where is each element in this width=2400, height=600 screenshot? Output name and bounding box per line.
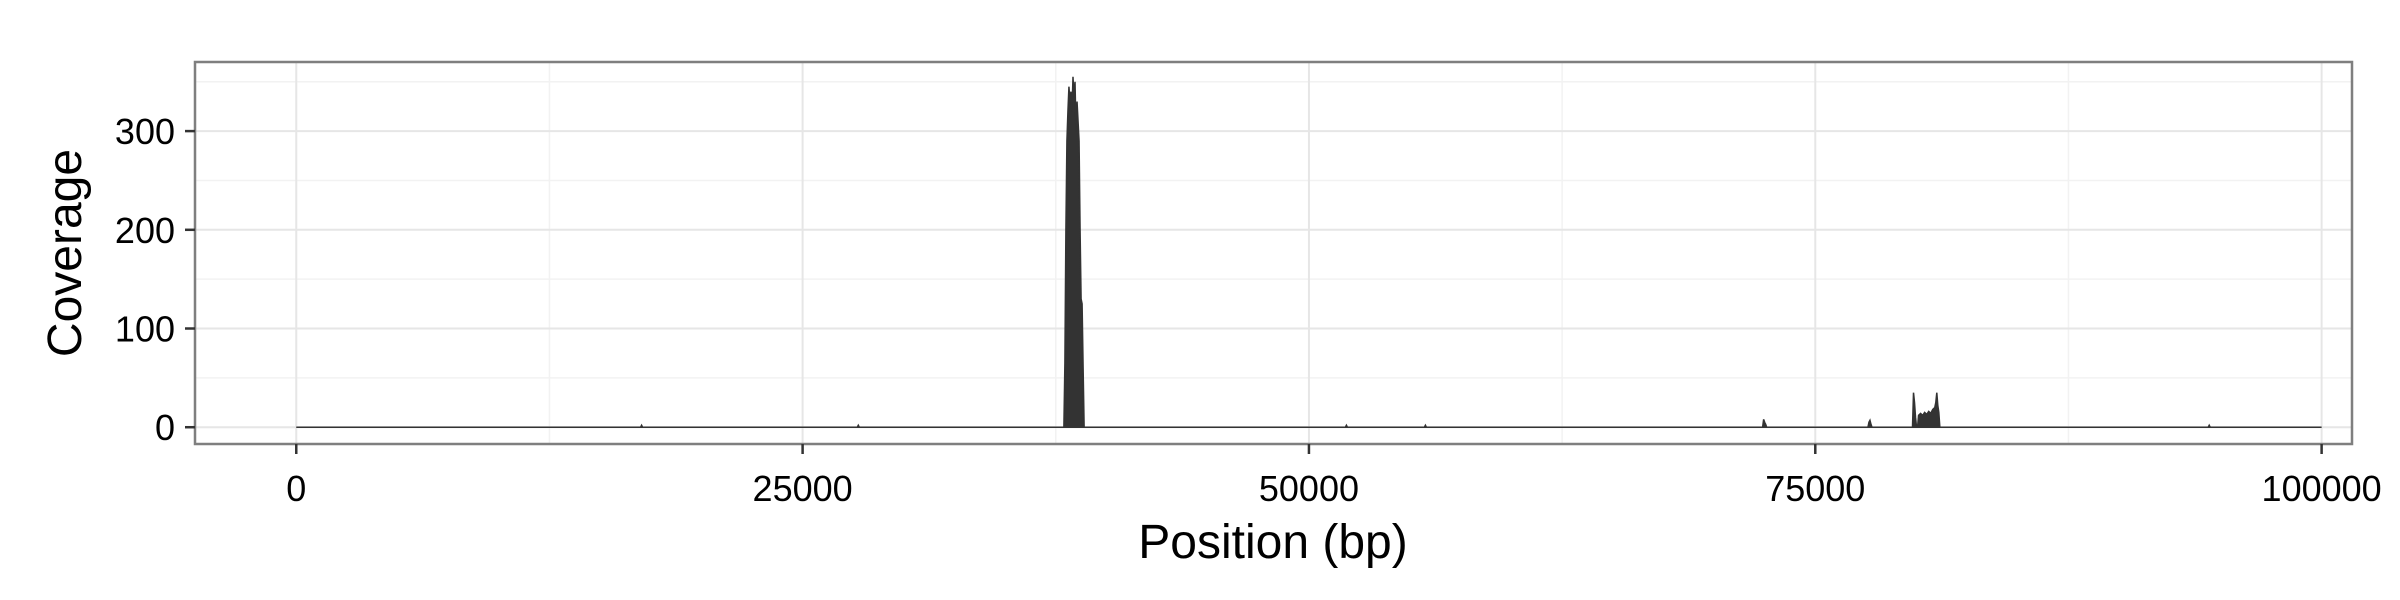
coverage-area — [296, 76, 2322, 428]
y-tick-label: 300 — [115, 111, 175, 152]
minor-gridlines — [195, 62, 2352, 444]
x-axis-title: Position (bp) — [1138, 516, 1407, 569]
x-tick-label: 50000 — [1259, 468, 1359, 509]
plot-panel — [195, 62, 2352, 444]
x-axis: 0 25000 50000 75000 100000 — [286, 444, 2382, 509]
y-axis: 0 100 200 300 — [115, 111, 195, 448]
y-axis-title: Coverage — [39, 149, 92, 357]
x-tick-label: 0 — [286, 468, 306, 509]
data-layer — [296, 76, 2322, 428]
y-tick-label: 0 — [155, 407, 175, 448]
x-tick-label: 75000 — [1765, 468, 1865, 509]
panel-border — [193, 60, 2354, 446]
x-tick-label: 100000 — [2262, 468, 2382, 509]
y-tick-label: 100 — [115, 309, 175, 350]
x-tick-label: 25000 — [753, 468, 853, 509]
y-tick-label: 200 — [115, 210, 175, 251]
